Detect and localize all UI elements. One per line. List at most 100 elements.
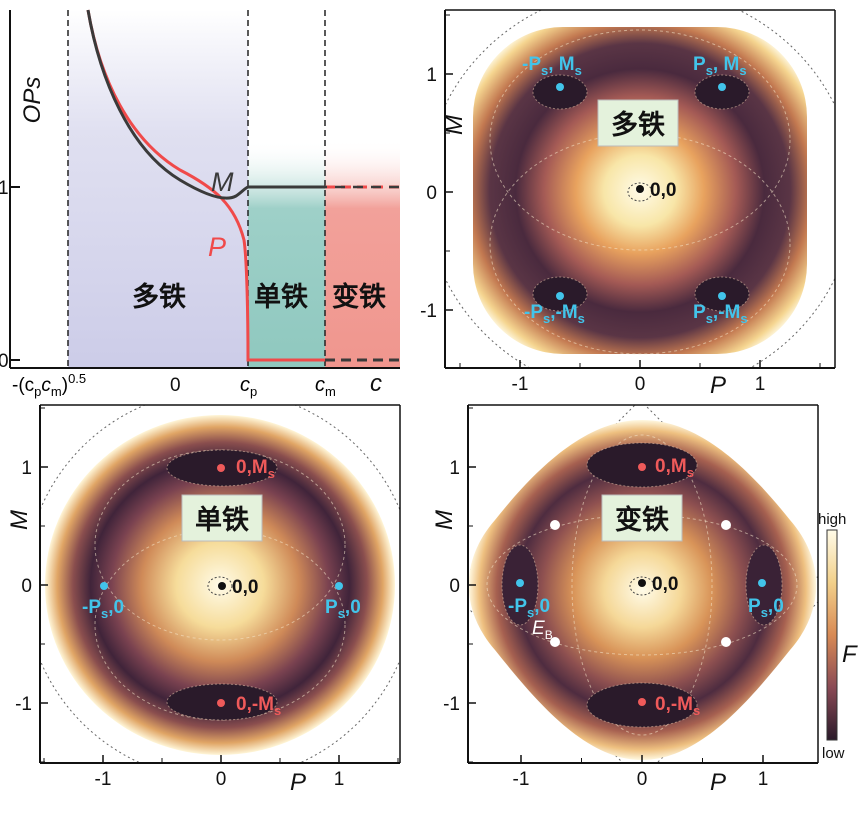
b-well-tl [532, 74, 588, 110]
d-point-origin [638, 579, 646, 587]
b-xtick-label-0: 0 [635, 374, 646, 395]
b-xtick-label--1: -1 [512, 374, 529, 395]
b-point-tl [556, 83, 564, 91]
curve-P [86, 9, 325, 362]
region-multiferroic [68, 10, 248, 368]
b-label-tr: Ps, Ms [693, 54, 747, 78]
b-point-br [718, 292, 726, 300]
b-phase-label: 多铁 [611, 110, 665, 141]
b-label-br: Ps,-Ms [693, 302, 748, 326]
b-label-bl: -Ps,-Ms [524, 302, 585, 326]
d-label-origin: 0,0 [652, 574, 678, 595]
b-ytick-label-0: 0 [426, 183, 437, 204]
x-tick-neg: -(cpcm)0.5 [12, 371, 86, 399]
b-point-origin [636, 185, 644, 193]
d-xtick-label-1: 1 [758, 769, 769, 790]
d-point-right [758, 579, 766, 587]
c-label-right: Ps,0 [325, 597, 361, 621]
d-ytick-label-1: 1 [449, 458, 460, 479]
c-xtick-label--1: -1 [95, 769, 112, 790]
c-ylabel: M [6, 510, 33, 530]
y-tick-label-0: 0 [0, 351, 9, 372]
colorbar-high-label: high [818, 511, 846, 528]
c-point-left [100, 582, 108, 590]
d-label-bottom: 0,-Ms [655, 694, 700, 718]
colorbar-F-label: F [842, 641, 858, 668]
region-label-single-ferroic: 单铁 [254, 282, 308, 313]
panel-b-multiferroic-landscape: -1 0 1 -1 0 1 -Ps, Ms Ps, Ms -Ps,-Ms Ps,-Ms 0… [420, 9, 836, 399]
d-ytick-label-0: 0 [449, 576, 460, 597]
d-label-EB: EB [532, 618, 553, 642]
b-ytick-label--1: -1 [420, 301, 437, 322]
c-label-top: 0,Ms [236, 457, 275, 481]
d-xtick-label--1: -1 [513, 769, 530, 790]
b-ytick-label-1: 1 [426, 65, 437, 86]
d-center-contour [629, 576, 655, 596]
y-axis-label-OPs: OPs [19, 77, 46, 124]
curve-label-P: P [208, 232, 226, 262]
c-phase-box [181, 494, 263, 542]
d-phase-label: 变铁 [615, 504, 669, 536]
b-label-origin: 0,0 [650, 180, 676, 201]
b-contour-bottom [489, 133, 791, 355]
c-xtick-label-1: 1 [334, 769, 345, 790]
region-label-ferro-switch: 变铁 [332, 281, 386, 313]
x-axis-label-c: c [370, 370, 382, 397]
c-xlabel: P [290, 769, 306, 796]
panel-c-single-ferroic-landscape: -1 0 1-101 0,Ms 0,-Ms -Ps,0 Ps,0 0,0 单铁 M … [6, 404, 401, 796]
b-label-tl: -Ps, Ms [522, 54, 582, 78]
d-ylabel: M [431, 510, 458, 530]
b-point-tr [718, 83, 726, 91]
c-ytick-label-1: 1 [21, 458, 32, 479]
b-xlabel: P [710, 372, 726, 399]
c-ytick-label--1: -1 [15, 694, 32, 715]
x-tick-zero: 0 [170, 375, 181, 396]
d-xtick-label-0: 0 [637, 769, 648, 790]
c-center-contour [207, 576, 233, 596]
d-barrier-bl [550, 637, 560, 647]
panel-a-order-parameter-plot: M P 多铁 单铁 变铁 OPs 1 0 -(cpcm)0.5 0 cp cm … [0, 9, 400, 399]
panel-d-ferro-switch-landscape: -1 0 1 -1 0 1 0,Ms 0,-Ms -Ps,0 Ps,0 0,0 EB 变铁… [431, 404, 858, 796]
b-well-tr [694, 74, 750, 110]
d-contour-vertical [571, 434, 713, 736]
d-ytick-label--1: -1 [443, 694, 460, 715]
d-ticks: -1 0 1 -1 0 1 [443, 407, 769, 790]
d-point-left [516, 579, 524, 587]
x-tick-cm: cm [315, 374, 336, 399]
colorbar [826, 529, 838, 741]
b-ticks: -1 0 1 -1 0 1 [420, 14, 821, 395]
b-point-bl [556, 292, 564, 300]
b-ylabel: M [441, 115, 468, 135]
region-label-multiferroic: 多铁 [132, 282, 186, 313]
region-ferro-switch [325, 140, 400, 368]
c-phase-label: 单铁 [195, 505, 249, 536]
d-phase-box [601, 494, 683, 542]
d-label-left: -Ps,0 [508, 596, 550, 620]
region-single-ferroic [248, 140, 325, 368]
c-ticks: -1 0 1 -1 0 1 [15, 407, 399, 790]
c-contour-bottom [94, 529, 346, 721]
d-barrier-tr [721, 520, 731, 530]
d-label-right: Ps,0 [748, 596, 784, 620]
curve-label-M: M [211, 167, 234, 197]
d-barrier-tl [550, 520, 560, 530]
c-ytick-label-0: 0 [21, 576, 32, 597]
d-barrier-br [721, 637, 731, 647]
b-contour-top [489, 29, 791, 251]
y-tick-label-1: 1 [0, 178, 9, 199]
c-point-right [335, 582, 343, 590]
b-phase-box [597, 99, 679, 147]
b-center-contour [627, 182, 653, 202]
c-label-bottom: 0,-Ms [236, 694, 281, 718]
x-tick-cp: cp [240, 374, 257, 399]
c-point-bottom [217, 699, 225, 707]
d-point-bottom [638, 698, 646, 706]
b-xtick-label-1: 1 [755, 374, 766, 395]
c-point-origin [218, 582, 226, 590]
d-label-top: 0,Ms [655, 456, 694, 480]
c-contour-top [94, 449, 346, 641]
c-label-left: -Ps,0 [82, 597, 124, 621]
c-point-top [217, 464, 225, 472]
d-landscape [468, 420, 817, 760]
